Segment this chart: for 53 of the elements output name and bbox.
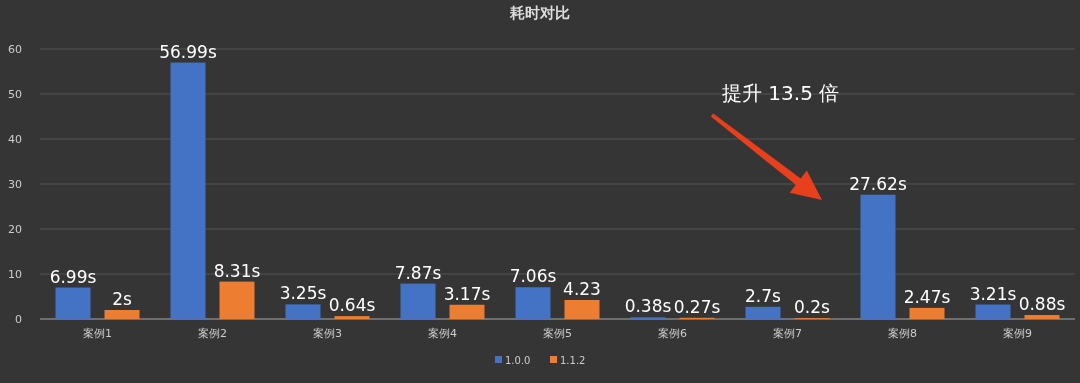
data-label: 0.64s — [328, 295, 376, 316]
bar — [334, 316, 370, 319]
bar — [745, 306, 781, 319]
bar — [449, 304, 485, 319]
data-label: 8.31s — [213, 260, 261, 281]
data-label: 0.2s — [794, 297, 831, 318]
x-tick-label: 案例6 — [658, 327, 687, 340]
x-tick-label: 案例2 — [198, 327, 227, 340]
x-tick-label: 案例5 — [543, 327, 572, 340]
bar — [860, 194, 896, 319]
y-tick-label: 0 — [15, 313, 22, 326]
y-tick-label: 40 — [8, 133, 22, 146]
bar — [909, 307, 945, 319]
legend-label: 1.0.0 — [505, 355, 531, 366]
annotation: 提升 13.5 倍 — [722, 81, 840, 105]
bar — [1024, 315, 1060, 319]
bar — [515, 287, 551, 319]
x-tick-label: 案例3 — [313, 327, 342, 340]
bar — [104, 310, 140, 319]
data-label: 2s — [112, 289, 132, 309]
y-tick-label: 50 — [8, 88, 22, 101]
bar — [55, 287, 91, 319]
chart-title: 耗时对比 — [509, 4, 570, 22]
data-label: 56.99s — [159, 41, 217, 62]
data-label: 4.23 — [563, 278, 601, 299]
y-tick-label: 30 — [8, 178, 22, 191]
data-label: 27.62s — [849, 173, 907, 194]
x-tick-label: 案例4 — [428, 327, 457, 340]
data-label: 0.38s — [624, 296, 672, 317]
bar — [564, 299, 600, 319]
data-label: 6.99s — [49, 266, 97, 287]
data-label: 3.25s — [279, 283, 327, 304]
bar — [219, 281, 255, 319]
bar — [975, 304, 1011, 319]
y-tick-label: 60 — [8, 43, 22, 56]
bar — [170, 62, 206, 319]
data-label: 2.47s — [903, 286, 951, 307]
x-tick-label: 案例7 — [773, 327, 802, 340]
data-label: 7.87s — [394, 262, 442, 283]
y-tick-label: 20 — [8, 223, 22, 236]
legend-label: 1.1.2 — [560, 355, 586, 366]
data-label: 0.88s — [1018, 294, 1066, 315]
data-label: 2.7s — [745, 285, 782, 306]
bar — [285, 304, 321, 319]
data-label: 7.06s — [509, 266, 557, 287]
x-tick-label: 案例9 — [1003, 327, 1032, 340]
x-tick-label: 案例8 — [888, 327, 917, 340]
data-label: 3.21s — [969, 283, 1017, 304]
bar — [400, 283, 436, 319]
y-tick-label: 10 — [8, 268, 22, 281]
data-label: 3.17s — [443, 283, 491, 304]
x-tick-label: 案例1 — [83, 327, 112, 340]
data-label: 0.27s — [673, 296, 721, 317]
